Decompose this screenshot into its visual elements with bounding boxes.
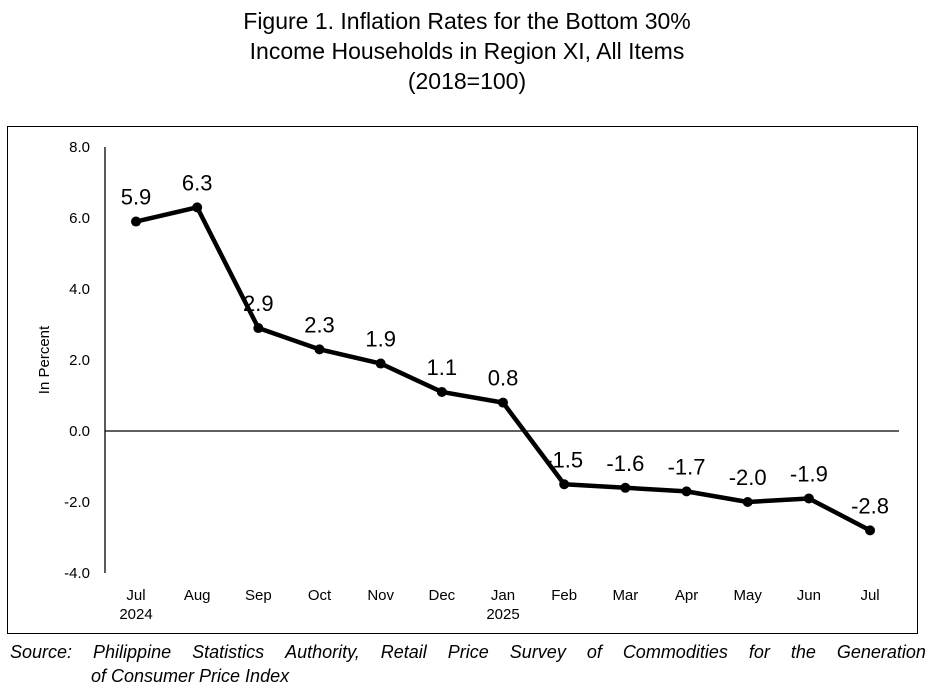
line-chart: 8.0 6.0 4.0 2.0 0.0 -2.0 -4.0 In Percent Jul 2024… <box>36 139 899 623</box>
chart-title-line-1: Figure 1. Inflation Rates for the Bottom… <box>243 8 691 34</box>
source-note: Source: Philippine Statistics Authority, Ret… <box>10 640 926 688</box>
x-tick-label: Aug <box>184 587 211 604</box>
source-word: Philippine <box>93 642 172 662</box>
source-word: Price <box>447 642 489 662</box>
x-tick-label: Nov <box>367 587 394 604</box>
data-point <box>131 216 141 227</box>
data-point <box>498 397 509 408</box>
y-tick-label: 4.0 <box>69 281 90 298</box>
y-tick-label: -2.0 <box>64 494 90 511</box>
source-line-2: of Consumer Price Index <box>91 666 290 686</box>
data-point <box>192 202 203 213</box>
data-label: 0.8 <box>488 366 519 391</box>
y-tick-label: 6.0 <box>69 210 90 227</box>
x-tick-label: May <box>734 587 763 604</box>
source-word: Authority, <box>285 642 360 662</box>
source-word: Survey <box>509 642 566 662</box>
data-point <box>681 486 692 497</box>
y-tick-label: -4.0 <box>64 565 90 582</box>
chart-title-line-3: (2018=100) <box>407 68 527 94</box>
y-axis-label: In Percent <box>36 325 53 394</box>
data-label: 2.3 <box>304 312 335 337</box>
x-tick-label: Mar <box>612 587 638 604</box>
x-tick-label: Sep <box>245 587 272 604</box>
data-point <box>559 479 570 490</box>
y-tick-label: 0.0 <box>69 423 90 440</box>
source-word: for <box>748 642 770 662</box>
x-tick-label: Feb <box>551 587 577 604</box>
chart-title-line-2: Income Households in Region XI, All Item… <box>249 38 685 64</box>
data-label: -2.0 <box>729 465 767 490</box>
data-label: 2.9 <box>243 291 274 316</box>
data-point <box>314 344 325 355</box>
source-word: Retail <box>380 642 427 662</box>
source-word: Source: <box>10 642 73 662</box>
x-tick-label: Jul <box>126 587 145 604</box>
x-tick-label: Apr <box>675 587 698 604</box>
x-tick-label: Jan <box>491 587 515 604</box>
source-word: Commodities <box>622 642 728 662</box>
x-tick-label: Jul <box>860 587 879 604</box>
source-word: Statistics <box>192 642 265 662</box>
x-tick-label: Jun <box>797 587 821 604</box>
data-label: 1.9 <box>365 327 396 352</box>
source-line-1: Source: Philippine Statistics Authority, Ret… <box>10 640 926 664</box>
data-label: 1.1 <box>427 355 458 380</box>
data-label: 6.3 <box>182 170 213 195</box>
x-tick-year-label: 2025 <box>486 606 519 623</box>
data-point <box>620 482 631 493</box>
chart-frame: 8.0 6.0 4.0 2.0 0.0 -2.0 -4.0 In Percent Jul 2024… <box>7 126 918 634</box>
y-tick-label: 8.0 <box>69 139 90 156</box>
x-tick-label: Oct <box>308 587 332 604</box>
data-label: 5.9 <box>121 185 152 210</box>
data-point <box>865 525 876 536</box>
y-tick-label: 2.0 <box>69 352 90 369</box>
source-word: Generation <box>836 642 926 662</box>
data-label: -1.5 <box>545 447 583 472</box>
source-word: the <box>790 642 816 662</box>
data-label: -1.7 <box>668 454 706 479</box>
x-tick-label: Dec <box>429 587 456 604</box>
data-point <box>436 386 447 397</box>
data-label: -1.9 <box>790 461 828 486</box>
data-point <box>253 323 264 334</box>
data-point <box>375 358 386 369</box>
source-word: of <box>586 642 602 662</box>
data-label: -2.8 <box>851 493 889 518</box>
data-point <box>742 497 753 507</box>
data-label: -1.6 <box>606 451 644 476</box>
chart-title: Figure 1. Inflation Rates for the Bottom… <box>0 6 934 96</box>
x-tick-year-label: 2024 <box>119 606 152 623</box>
data-point <box>803 493 814 504</box>
